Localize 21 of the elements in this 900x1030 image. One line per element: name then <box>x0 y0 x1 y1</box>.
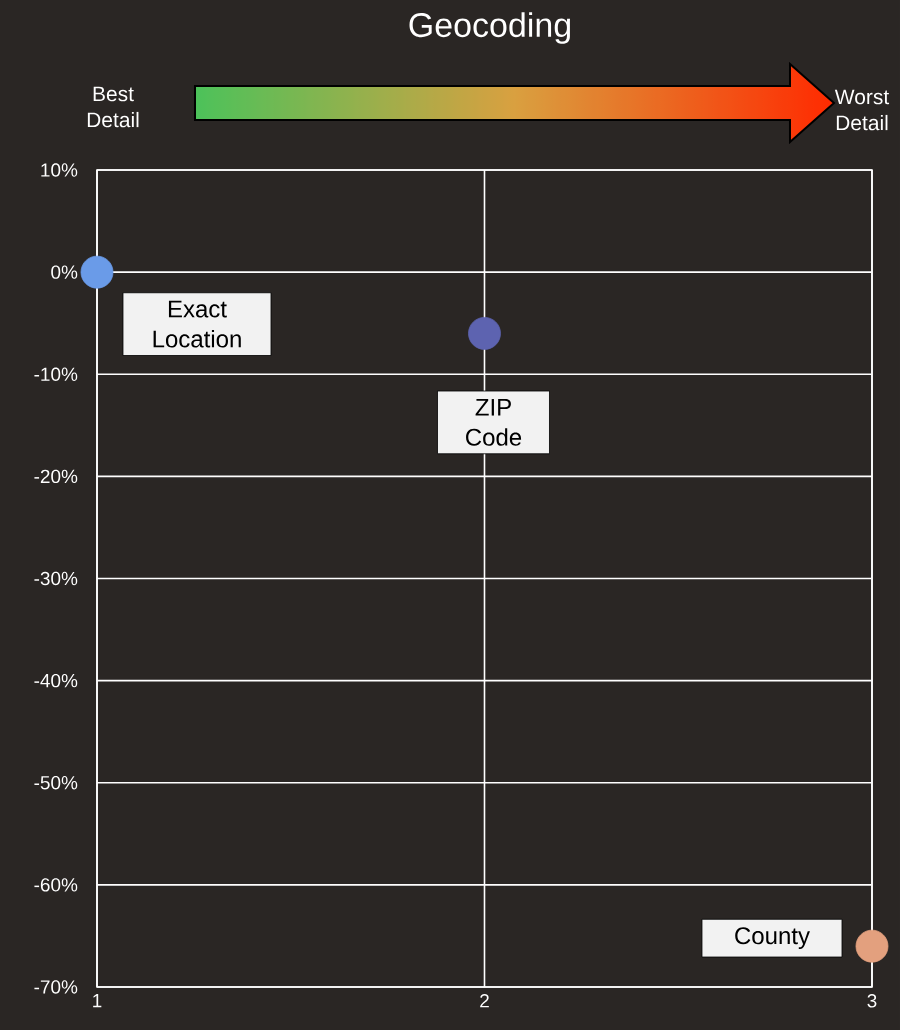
annotation: Exact Location <box>153 300 241 348</box>
text: Best Detail <box>87 86 139 128</box>
annotation: County <box>735 927 810 950</box>
x-tick-label: 1 <box>93 994 102 1008</box>
y-tick-label: 0% <box>51 265 78 279</box>
y-tick-label: -20% <box>34 469 78 484</box>
point <box>80 255 114 289</box>
y-tick-label: -30% <box>34 571 78 586</box>
x-tick-label: 2 <box>480 994 489 1008</box>
y-tick-label: -50% <box>34 776 78 790</box>
y-tick-label: 10% <box>41 163 78 177</box>
annotation: ZIP Code <box>466 399 522 446</box>
y-tick-label: -10% <box>34 367 78 381</box>
y-tick-label: -40% <box>34 673 78 688</box>
point <box>468 317 501 350</box>
point <box>855 929 889 963</box>
y-tick-label: -70% <box>34 980 78 994</box>
x-tick-label: 3 <box>867 994 877 1008</box>
y-tick-label: -60% <box>34 878 78 892</box>
text: Worst Detail <box>834 89 890 131</box>
chart-title: Geocoding <box>409 12 570 44</box>
